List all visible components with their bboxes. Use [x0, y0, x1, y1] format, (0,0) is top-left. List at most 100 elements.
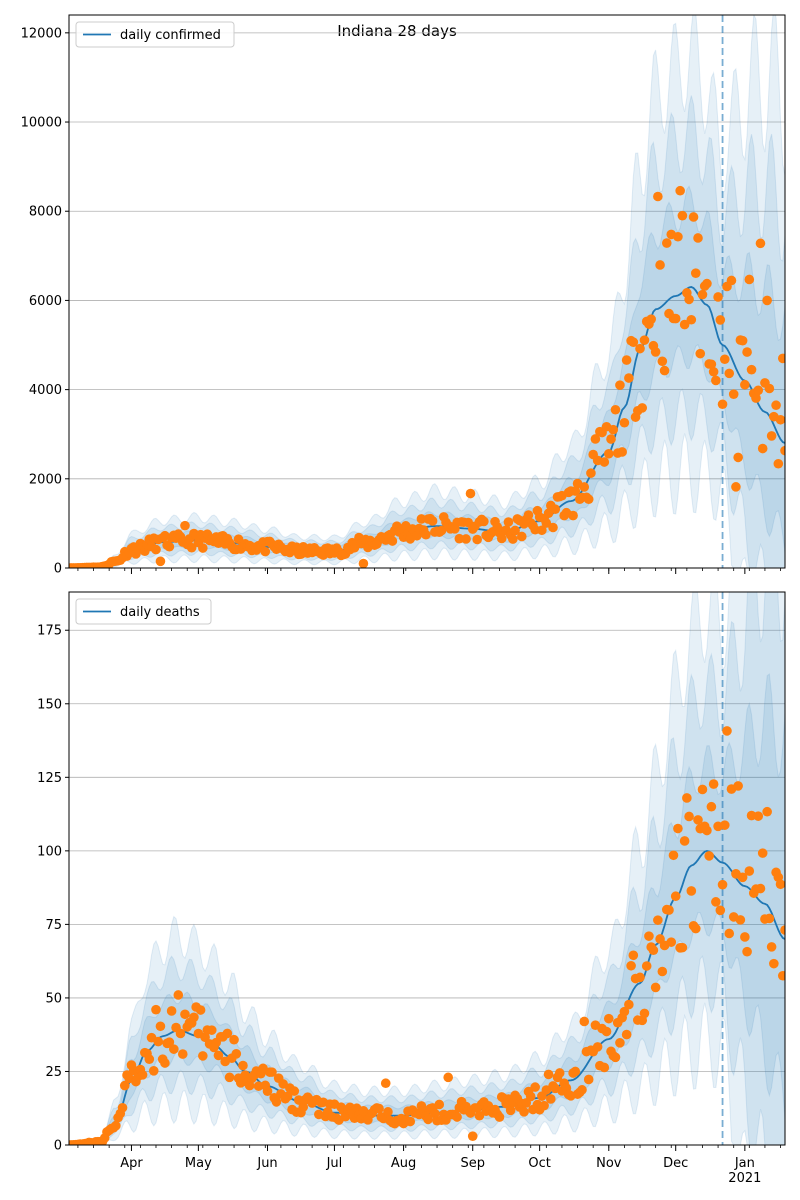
y-tick-label: 0: [54, 562, 62, 577]
observed-point: [519, 1107, 529, 1117]
observed-point: [766, 431, 777, 441]
observed-point: [653, 915, 663, 925]
observed-point: [673, 823, 683, 834]
observed-point: [543, 1069, 554, 1080]
legend-box: [75, 21, 235, 48]
observed-point: [764, 913, 775, 924]
observed-point: [198, 543, 208, 553]
observed-point: [144, 1054, 155, 1064]
legend-label: daily confirmed: [120, 28, 221, 43]
observed-point: [728, 389, 739, 399]
observed-point: [697, 784, 708, 795]
legend-box: [75, 598, 212, 625]
observed-point: [744, 274, 755, 285]
x-tick-label: Aug: [391, 1156, 416, 1171]
observed-point: [719, 354, 730, 365]
observed-point: [693, 233, 703, 243]
observed-point: [271, 1097, 282, 1107]
observed-point: [626, 960, 636, 971]
y-tick-label: 50: [45, 991, 62, 1006]
confidence-band-2: [69, 592, 785, 1145]
observed-point: [530, 1082, 540, 1092]
observed-point: [740, 379, 750, 390]
observed-point: [206, 1025, 217, 1035]
observed-point: [175, 1028, 186, 1039]
legend: daily deaths: [75, 598, 212, 625]
y-tick-label: 0: [54, 1139, 62, 1154]
observed-point: [472, 534, 482, 545]
observed-point: [467, 1131, 478, 1141]
observed-point: [537, 525, 547, 536]
observed-point: [590, 434, 601, 444]
observed-point: [503, 517, 514, 527]
observed-point: [726, 275, 737, 286]
y-tick-label: 125: [37, 771, 62, 786]
observed-point: [374, 1103, 384, 1114]
observed-point: [686, 886, 697, 896]
observed-point: [742, 946, 752, 957]
observed-point: [715, 905, 726, 916]
observed-point: [586, 468, 596, 478]
observed-point: [624, 999, 634, 1010]
x-year-label: 2021: [728, 1171, 761, 1186]
observed-point: [677, 210, 688, 221]
observed-point: [465, 488, 476, 499]
observed-point: [777, 353, 785, 364]
observed-point: [222, 1028, 233, 1039]
observed-point: [579, 482, 590, 492]
y-tick-label: 150: [37, 697, 62, 712]
observed-point: [387, 536, 398, 546]
observed-point: [262, 1086, 273, 1097]
observed-point: [153, 1036, 164, 1047]
x-tick-label: Jun: [256, 1156, 277, 1171]
observed-point: [659, 365, 670, 376]
observed-point: [358, 558, 369, 568]
observed-point: [637, 403, 648, 413]
observed-point: [639, 335, 650, 345]
confirmed-panel: 0 2000 4000 6000 8000 10000 12000 daily confirm…: [21, 14, 786, 577]
observed-point: [733, 781, 743, 791]
observed-point: [635, 343, 645, 354]
legend-label: daily deaths: [120, 605, 200, 620]
observed-point: [137, 1070, 148, 1080]
x-tick-label: Jan: [734, 1156, 755, 1171]
observed-point: [775, 414, 785, 425]
observed-point: [423, 1114, 433, 1125]
observed-point: [443, 1072, 453, 1083]
observed-point: [525, 1091, 536, 1102]
observed-point: [708, 779, 719, 789]
observed-point: [160, 1058, 170, 1068]
observed-point: [583, 494, 594, 505]
observed-point: [764, 383, 775, 394]
observed-point: [717, 399, 728, 410]
observed-point: [706, 801, 717, 812]
observed-point: [166, 1006, 177, 1016]
observed-point: [673, 231, 683, 242]
observed-point: [657, 356, 668, 367]
x-tick-label: May: [185, 1156, 212, 1171]
observed-point: [624, 373, 634, 383]
observed-point: [164, 1037, 175, 1047]
observed-point: [686, 314, 697, 325]
observed-point: [189, 1012, 199, 1023]
observed-point: [516, 531, 527, 542]
observed-point: [690, 268, 701, 279]
y-tick-label: 25: [45, 1065, 62, 1080]
observed-point: [592, 1042, 603, 1052]
observed-point: [213, 1050, 224, 1061]
observed-point: [198, 1051, 208, 1061]
observed-point: [601, 1026, 612, 1037]
observed-point: [416, 514, 427, 524]
observed-point: [117, 1102, 128, 1113]
x-tick-label: Apr: [120, 1156, 143, 1171]
observed-point: [599, 1062, 610, 1073]
y-tick-label: 10000: [21, 116, 62, 131]
observed-point: [628, 337, 639, 347]
y-tick-label: 75: [45, 918, 62, 933]
observed-point: [702, 825, 712, 836]
observed-point: [579, 1016, 590, 1027]
observed-point: [545, 1094, 556, 1104]
observed-point: [267, 1067, 277, 1077]
observed-point: [606, 434, 616, 444]
